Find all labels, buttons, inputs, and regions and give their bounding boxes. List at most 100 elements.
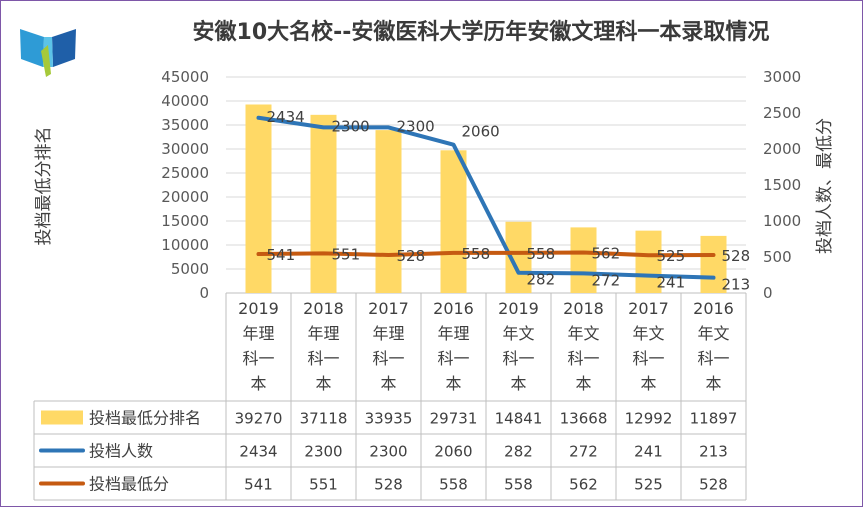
y-axis-left-title: 投档最低分排名 — [34, 127, 54, 246]
data-label-count: 2060 — [462, 123, 500, 141]
data-label-count: 2300 — [397, 117, 435, 135]
y-tick-label: 45000 — [161, 68, 209, 86]
x-category-label: 本 — [445, 374, 461, 393]
table-cell: 11897 — [690, 410, 738, 428]
x-category-label: 本 — [510, 374, 526, 393]
table-cell: 14841 — [495, 410, 543, 428]
table-cell: 2434 — [239, 443, 277, 461]
y2-tick-label: 1000 — [763, 212, 801, 230]
table-cell: 558 — [504, 476, 533, 494]
x-category-label: 2016 — [693, 299, 734, 318]
x-category-label: 科一 — [632, 349, 664, 368]
x-category-label: 本 — [315, 374, 331, 393]
data-label-score: 541 — [267, 246, 296, 264]
table-cell: 213 — [699, 443, 728, 461]
table-cell: 2300 — [369, 443, 407, 461]
x-category-label: 年文 — [632, 324, 664, 343]
series-line-score — [256, 250, 716, 258]
y-axis-left: 0 5000 10000 15000 20000 25000 30000 35000 40000… — [161, 68, 209, 302]
y-tick-label: 35000 — [161, 116, 209, 134]
x-category-label: 年理 — [372, 324, 404, 343]
bar — [310, 114, 337, 293]
data-label-score: 528 — [397, 247, 426, 265]
table-cell: 541 — [244, 476, 273, 494]
legend-series-name: 投档人数 — [89, 442, 153, 461]
legend-series-name: 投档最低分排名 — [89, 409, 201, 428]
logo-left-panel — [20, 29, 44, 67]
x-category-label: 科一 — [307, 349, 339, 368]
y-tick-label: 20000 — [161, 188, 209, 206]
x-category-label: 2017 — [628, 299, 669, 318]
x-category-label: 年理 — [307, 324, 339, 343]
y2-tick-label: 3000 — [763, 68, 801, 86]
data-label-count: 282 — [527, 271, 556, 289]
bar — [440, 150, 467, 293]
table-cell: 558 — [439, 476, 468, 494]
data-label-score: 558 — [527, 245, 556, 263]
y2-tick-label: 0 — [763, 284, 773, 302]
table-cell: 528 — [699, 476, 728, 494]
bar-series — [245, 104, 727, 293]
bar — [245, 104, 272, 293]
logo-right-panel — [52, 29, 76, 67]
x-category-label: 年理 — [437, 324, 469, 343]
y2-tick-label: 1500 — [763, 176, 801, 194]
data-label-score: 551 — [332, 245, 361, 263]
x-category-label: 本 — [705, 374, 721, 393]
x-category-label: 2019 — [238, 299, 279, 318]
table-cell: 29731 — [430, 410, 478, 428]
table-cell: 525 — [634, 476, 663, 494]
bar — [700, 235, 727, 293]
x-category-label: 本 — [640, 374, 656, 393]
x-category-label: 2019 — [498, 299, 539, 318]
bar — [635, 230, 662, 293]
x-category-label: 本 — [575, 374, 591, 393]
table-cell: 272 — [569, 443, 598, 461]
bar — [375, 130, 402, 293]
y-tick-label: 15000 — [161, 212, 209, 230]
chart-title: 安徽10大名校--安徽医科大学历年安徽文理科一本录取情况 — [193, 19, 770, 45]
data-label-count: 2434 — [267, 108, 305, 126]
table-cell: 528 — [374, 476, 403, 494]
x-category-label: 科一 — [437, 349, 469, 368]
x-category-label: 年文 — [567, 324, 599, 343]
data-label-score: 558 — [462, 245, 491, 263]
y-axis-right: 0 500 1000 1500 2000 2500 3000 — [763, 68, 801, 302]
x-category-label: 本 — [380, 374, 396, 393]
table-cell: 282 — [504, 443, 533, 461]
data-label-score: 528 — [722, 247, 751, 265]
data-label-score: 525 — [657, 247, 686, 265]
y-tick-label: 10000 — [161, 236, 209, 254]
y-tick-label: 40000 — [161, 92, 209, 110]
x-category-label: 2018 — [563, 299, 604, 318]
data-label-count: 241 — [657, 274, 686, 292]
x-category-label: 科一 — [502, 349, 534, 368]
data-labels: 2434 2300 2300 2060 282 272 241 213 541 551 528 558… — [267, 108, 751, 294]
table-cell: 39270 — [235, 410, 283, 428]
y-tick-label: 25000 — [161, 164, 209, 182]
x-category-label: 科一 — [372, 349, 404, 368]
x-category-label: 年文 — [697, 324, 729, 343]
x-category-label: 2018 — [303, 299, 344, 318]
y-tick-label: 0 — [199, 284, 209, 302]
y-axis-right-title: 投档人数、最低分 — [815, 118, 835, 254]
data-label-count: 272 — [592, 271, 621, 289]
line-series — [256, 115, 716, 280]
table-cell: 37118 — [300, 410, 348, 428]
bar — [570, 227, 597, 293]
table-cell: 12992 — [625, 410, 673, 428]
table-cell: 551 — [309, 476, 338, 494]
logo — [20, 29, 76, 77]
data-label-count: 213 — [722, 276, 751, 294]
x-category-label: 本 — [250, 374, 266, 393]
table-cell: 241 — [634, 443, 663, 461]
table-cell: 2060 — [434, 443, 472, 461]
y2-tick-label: 500 — [763, 248, 792, 266]
x-category-label: 科一 — [697, 349, 729, 368]
table-cell: 562 — [569, 476, 598, 494]
x-category-label: 科一 — [567, 349, 599, 368]
x-category-label: 科一 — [242, 349, 274, 368]
